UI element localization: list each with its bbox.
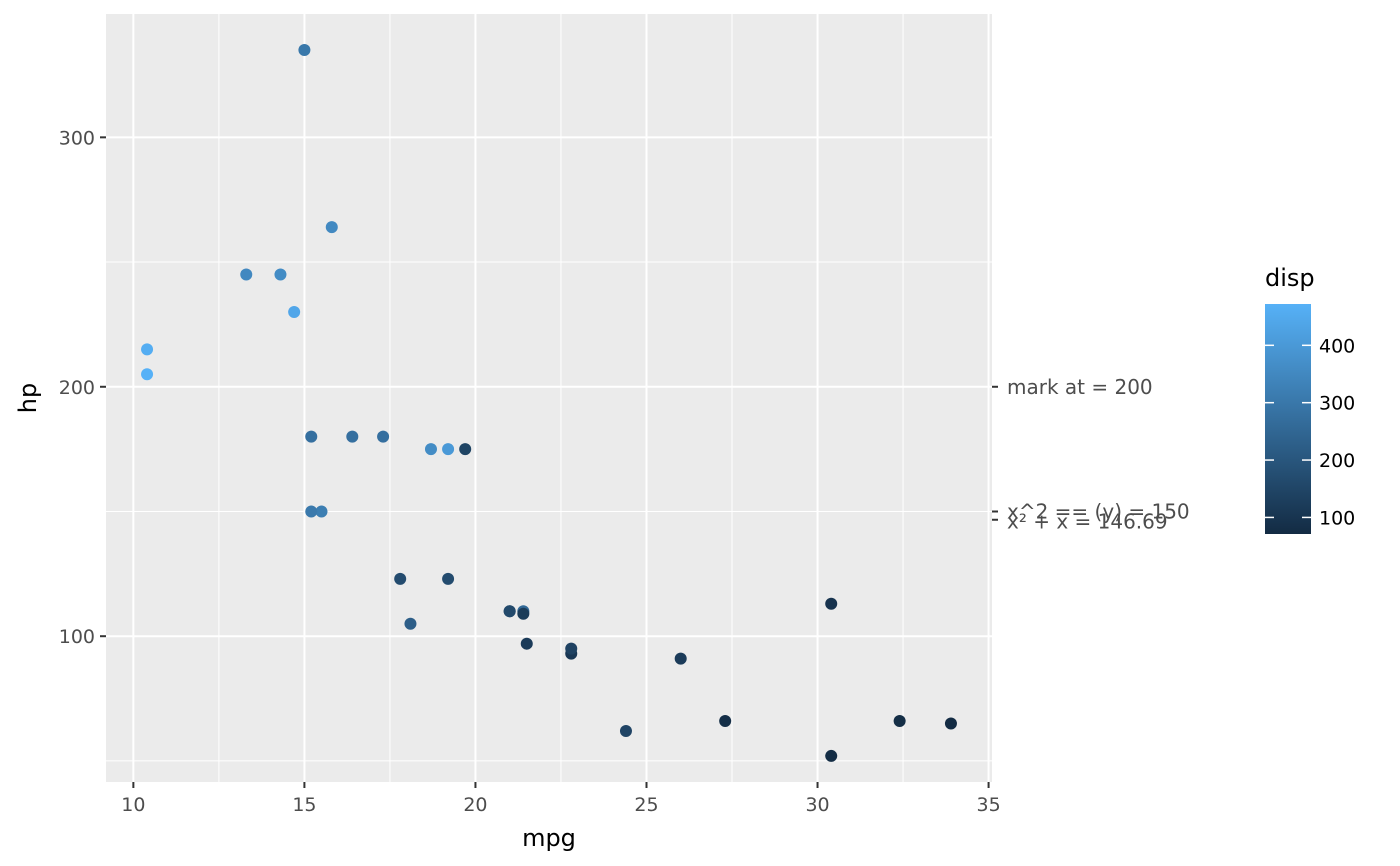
y-tick-label: 100 [59,626,95,648]
data-point [377,430,390,443]
data-point [674,652,687,665]
data-point [315,505,328,518]
legend-tick-label: 200 [1319,450,1355,472]
y-axis: 100 200 300 [59,127,106,648]
x-tick-label: 10 [121,794,145,816]
data-point [893,715,906,728]
data-point [565,642,578,655]
legend-tick-label: 400 [1319,335,1355,357]
data-point [346,430,359,443]
color-legend: disp 100 200 300 400 [1265,264,1355,534]
data-point [288,305,301,318]
x-tick-label: 30 [805,794,829,816]
x-tick-label: 35 [976,794,1000,816]
data-point [394,572,407,585]
data-point [274,268,287,281]
data-point [944,717,957,730]
y-tick-label: 200 [59,377,95,399]
data-point [424,443,437,456]
x-axis-title: mpg [522,824,576,852]
legend-tick-label: 100 [1319,507,1355,529]
data-point [141,343,154,356]
x-axis: 10 15 20 25 30 35 [121,782,1001,816]
data-point [305,430,318,443]
sec-y-tick-label: x^2 == (y) = 150 [1007,499,1190,523]
data-point [520,637,533,650]
data-point [825,749,838,762]
legend-colorbar [1265,304,1311,534]
data-points [141,44,957,762]
data-point [442,572,455,585]
data-point [141,368,154,381]
legend-title: disp [1265,264,1315,292]
y-tick-label: 300 [59,127,95,149]
x-tick-label: 25 [634,794,658,816]
data-point [305,505,318,518]
x-tick-label: 20 [463,794,487,816]
data-point [825,597,838,610]
data-point [719,715,732,728]
grid-minor [106,14,992,782]
data-point [619,724,632,737]
sec-y-tick-label: x² + x = 146.69 [1007,510,1168,534]
y-axis-title: hp [14,383,42,413]
data-point [325,221,338,234]
data-point [459,443,472,456]
x-tick-label: 15 [292,794,316,816]
legend-tick-label: 300 [1319,393,1355,415]
data-point [517,607,530,620]
grid-major [106,14,992,782]
plot-panel [106,14,992,782]
sec-y-tick-label: mark at = 200 [1007,375,1153,399]
data-point [503,605,516,618]
data-point [404,617,417,630]
data-point [240,268,253,281]
legend-ticks: 100 200 300 400 [1265,335,1355,529]
data-point [298,44,311,57]
data-point [442,443,455,456]
